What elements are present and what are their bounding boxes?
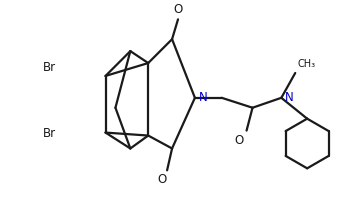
Text: Br: Br	[43, 60, 56, 74]
Text: CH₃: CH₃	[297, 59, 315, 69]
Text: Br: Br	[43, 127, 56, 140]
Text: N: N	[199, 91, 208, 104]
Text: O: O	[234, 134, 243, 147]
Text: O: O	[173, 3, 183, 16]
Text: O: O	[157, 173, 167, 186]
Text: N: N	[285, 91, 294, 104]
